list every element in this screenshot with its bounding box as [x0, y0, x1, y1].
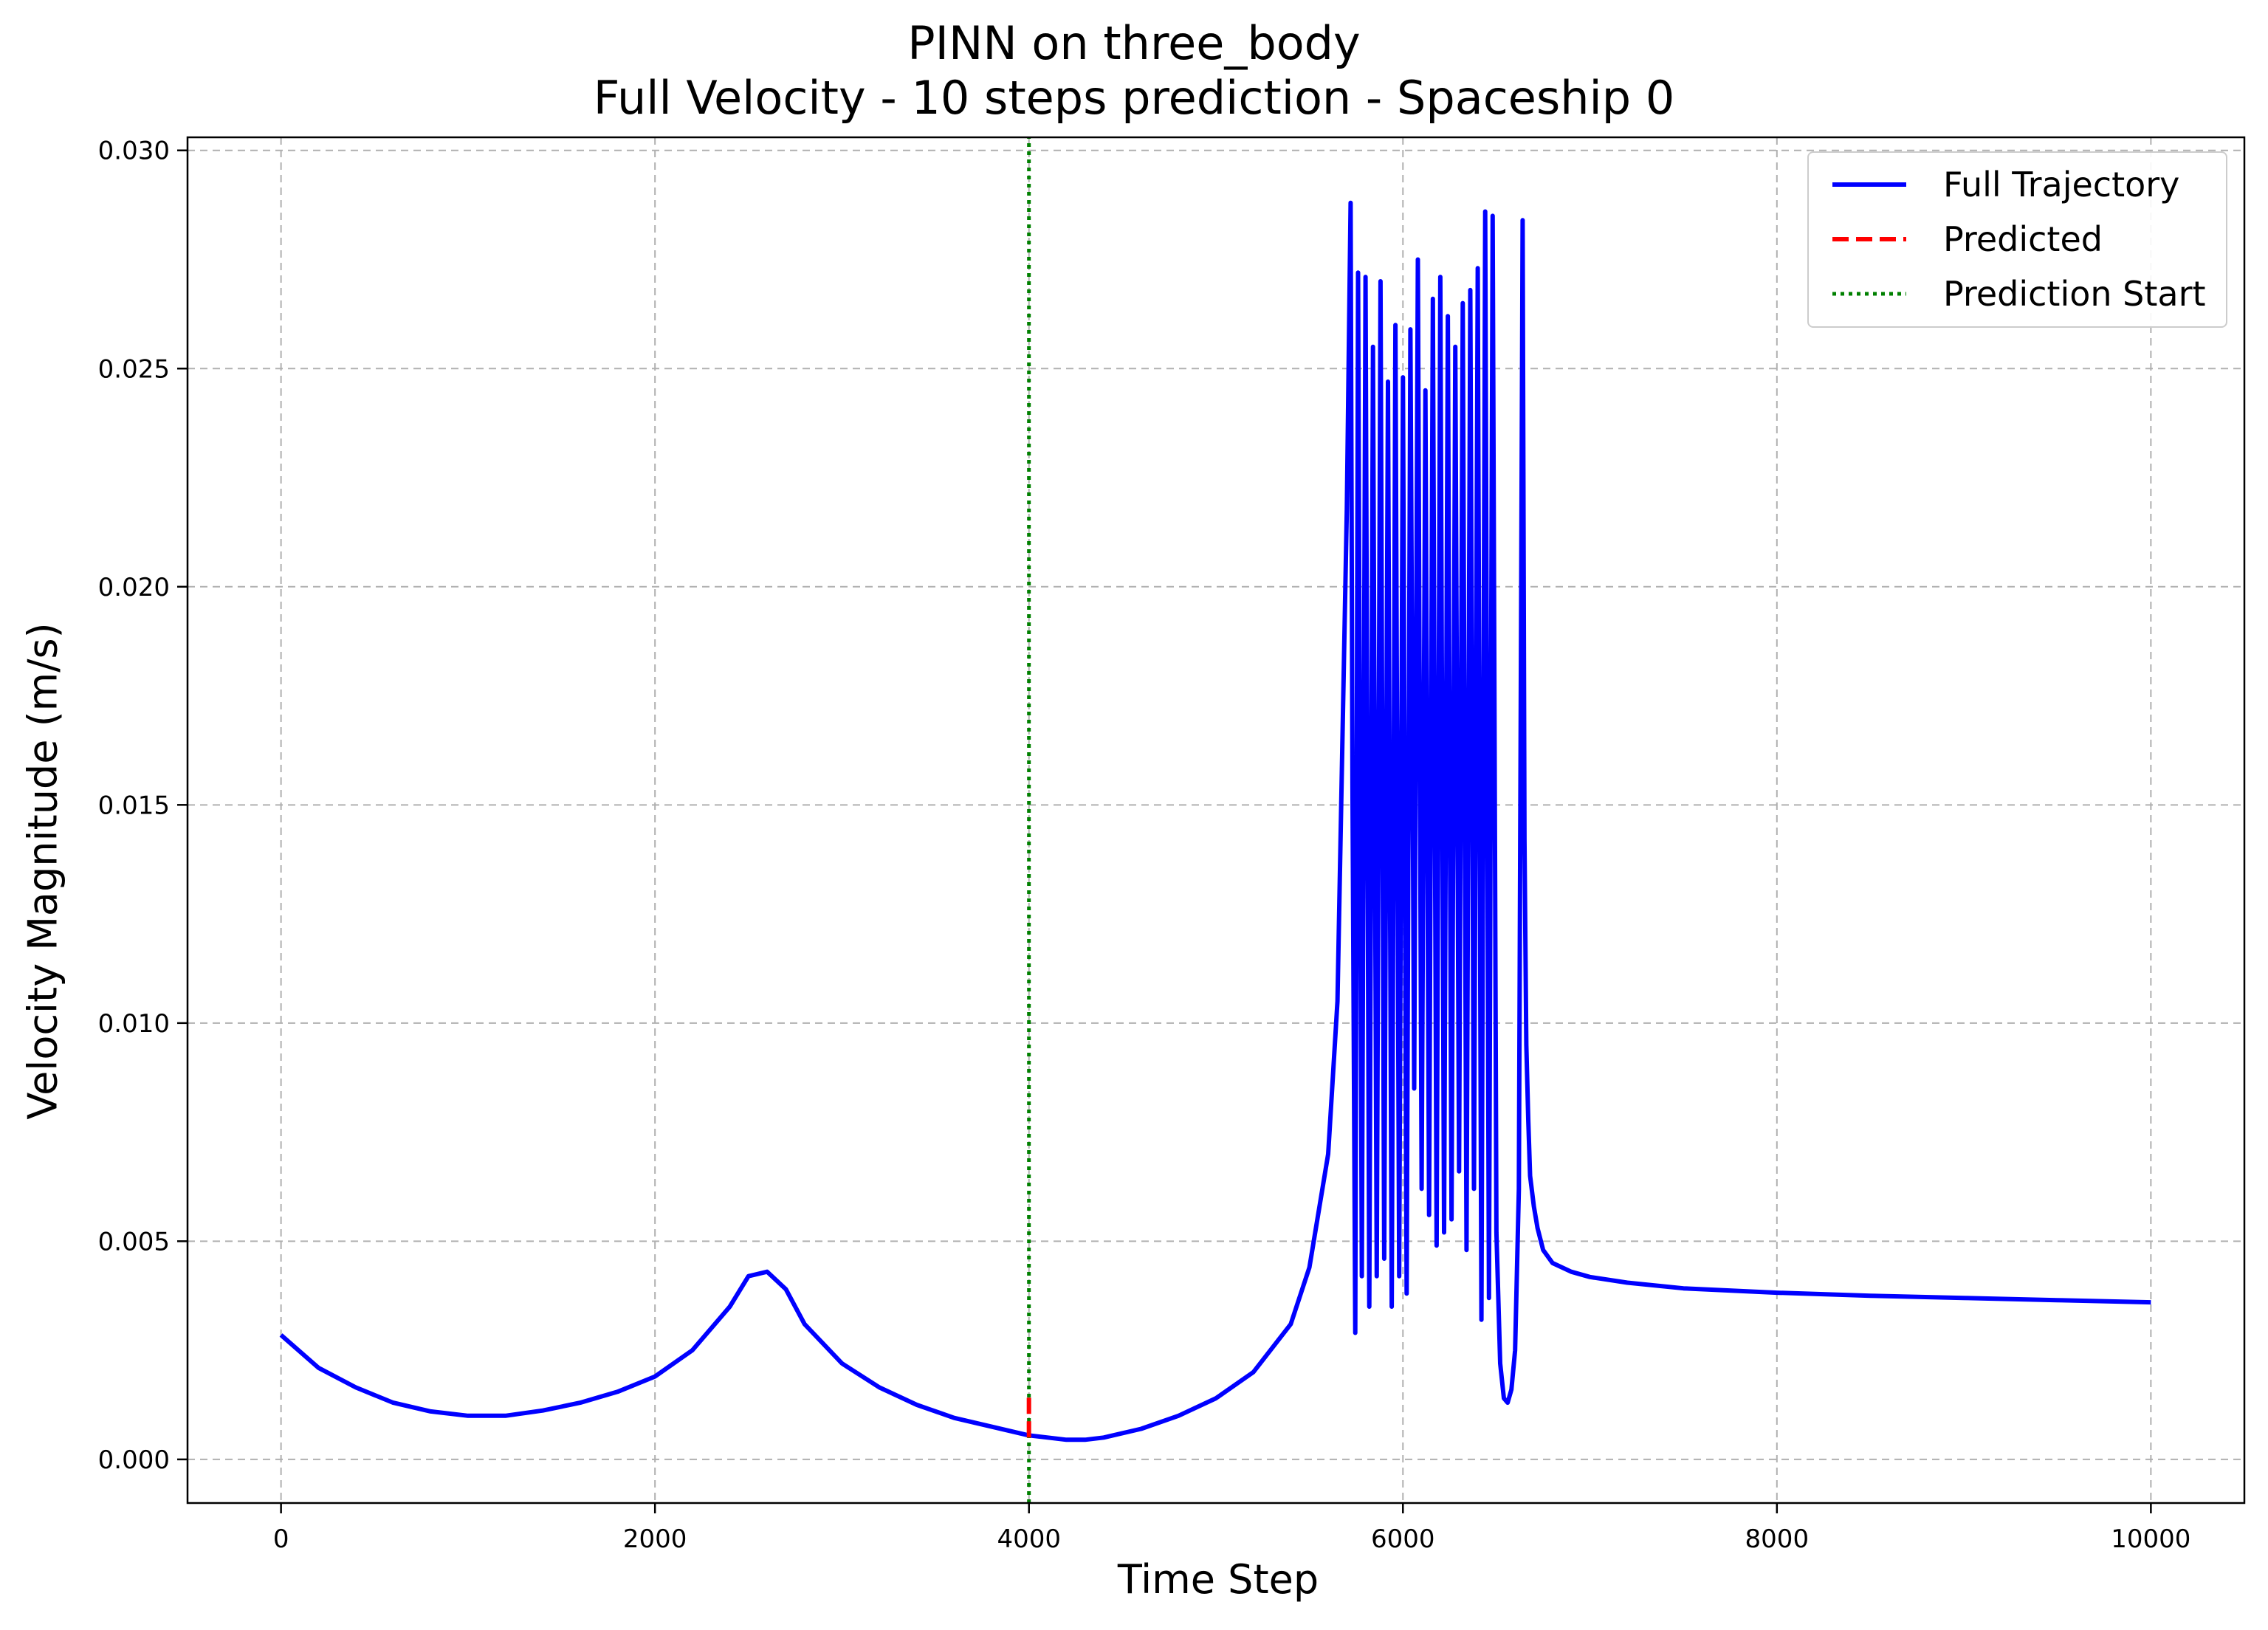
x-axis-label: Time Step [1117, 1556, 1319, 1603]
legend-swatch-dashed [1832, 237, 1906, 241]
y-axis: 0.000 0.005 0.010 0.015 0.020 0.025 0.030 [98, 137, 188, 1475]
x-tick-label: 10000 [2111, 1524, 2190, 1554]
series-group [279, 137, 2151, 1503]
x-tick-label: 8000 [1745, 1524, 1810, 1554]
legend-label-prediction-start: Prediction Start [1943, 274, 2206, 314]
series-line-full-trajectory [279, 200, 2151, 1442]
y-axis-label: Velocity Magnitude (m/s) [19, 622, 66, 1120]
legend-label-predicted: Predicted [1943, 219, 2103, 259]
y-tick-label: 0.010 [98, 1009, 170, 1039]
chart-subtitle: Full Velocity - 10 steps prediction - Sp… [593, 71, 1675, 125]
y-tick-label: 0.030 [98, 137, 170, 166]
legend: Full Trajectory Predicted Prediction Sta… [1807, 151, 2227, 328]
legend-swatch-dotted [1832, 292, 1906, 296]
x-tick-label: 0 [273, 1524, 289, 1554]
plot-area-frame [186, 136, 2246, 1505]
x-tick-label: 2000 [623, 1524, 687, 1554]
chart-title: PINN on three_body [907, 16, 1361, 70]
x-tick-label: 6000 [1371, 1524, 1435, 1554]
x-tick-label: 4000 [997, 1524, 1061, 1554]
x-axis: 0 2000 4000 6000 8000 10000 [273, 1503, 2190, 1554]
y-tick-label: 0.005 [98, 1227, 170, 1256]
legend-label-full-trajectory: Full Trajectory [1943, 165, 2180, 204]
legend-swatch-solid [1832, 182, 1906, 187]
y-tick-label: 0.020 [98, 573, 170, 602]
y-tick-label: 0.025 [98, 354, 170, 384]
y-tick-label: 0.000 [98, 1445, 170, 1475]
y-tick-label: 0.015 [98, 791, 170, 820]
